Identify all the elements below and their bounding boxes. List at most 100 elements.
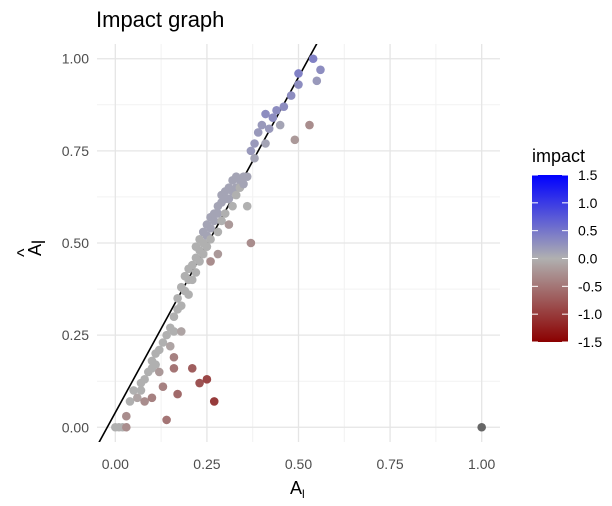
scatter-point xyxy=(184,290,193,299)
scatter-point xyxy=(305,120,314,130)
scatter-point xyxy=(133,393,142,403)
legend-tick-label: -1.0 xyxy=(578,306,602,322)
y-tick-label: 0.00 xyxy=(62,419,89,435)
x-axis-title-subscript: l xyxy=(302,487,305,501)
scatter-point xyxy=(169,327,179,336)
x-tick-label: 1.00 xyxy=(468,456,495,472)
scatter-point xyxy=(224,220,234,229)
scatter-point xyxy=(122,411,131,421)
scatter-point xyxy=(213,209,223,218)
x-tick-label: 0.50 xyxy=(285,456,312,472)
scatter-point xyxy=(176,301,186,310)
scatter-point xyxy=(286,91,296,100)
scatter-point xyxy=(206,235,215,244)
scatter-point xyxy=(312,76,322,86)
scatter-point xyxy=(187,260,197,270)
scatter-point xyxy=(176,327,186,336)
scatter-point xyxy=(213,249,223,259)
scatter-point xyxy=(162,415,171,425)
scatter-point xyxy=(169,312,179,322)
scatter-point xyxy=(477,422,486,432)
x-axis-title-main: A xyxy=(290,478,302,498)
scatter-point xyxy=(246,238,256,248)
scatter-point xyxy=(151,360,160,369)
x-tick-label: 0.00 xyxy=(102,456,129,472)
legend-tick-label: -0.5 xyxy=(578,278,602,294)
scatter-point xyxy=(195,378,204,388)
scatter-point xyxy=(136,386,146,395)
scatter-point xyxy=(198,249,208,259)
y-tick-label: 1.00 xyxy=(62,51,89,67)
scatter-point xyxy=(217,216,226,226)
y-tick-labels: 0.00 0.25 0.50 0.75 1.00 xyxy=(62,51,89,436)
legend-tick-label: 1.0 xyxy=(578,195,598,211)
x-tick-label: 0.25 xyxy=(193,456,220,472)
legend-tick-label: 0.5 xyxy=(578,223,598,239)
scatter-point xyxy=(140,375,149,384)
y-tick-label: 0.50 xyxy=(62,235,89,251)
scatter-point xyxy=(209,216,219,226)
scatter-point xyxy=(261,109,270,119)
scatter-point xyxy=(279,102,289,111)
scatter-point xyxy=(173,389,182,399)
chart-title: Impact graph xyxy=(96,7,224,32)
scatter-point xyxy=(272,106,281,115)
scatter-point xyxy=(187,363,197,373)
scatter-point xyxy=(250,139,259,148)
y-tick-label: 0.25 xyxy=(62,327,89,343)
scatter-point xyxy=(173,293,182,303)
scatter-point xyxy=(228,201,237,211)
scatter-point xyxy=(231,190,241,200)
scatter-point xyxy=(294,69,303,78)
scatter-point xyxy=(125,397,135,406)
scatter-point xyxy=(253,128,263,137)
legend-tick-label: 0.0 xyxy=(578,251,598,267)
y-axis-title-accent: ^ xyxy=(14,248,34,257)
scatter-point xyxy=(213,227,223,237)
scatter-point xyxy=(165,341,175,351)
scatter-point xyxy=(206,223,215,233)
scatter-point xyxy=(158,338,168,347)
scatter-point xyxy=(129,386,138,395)
scatter-point xyxy=(202,242,212,251)
x-tick-labels: 0.00 0.25 0.50 0.75 1.00 xyxy=(102,456,496,472)
scatter-point xyxy=(206,257,215,266)
scatter-point xyxy=(316,65,325,75)
scatter-point xyxy=(191,268,201,277)
scatter-points xyxy=(111,54,486,432)
scatter-point xyxy=(147,393,157,403)
x-tick-label: 0.75 xyxy=(376,456,403,472)
y-axis-title: A ^ l xyxy=(14,240,49,257)
scatter-point xyxy=(187,275,197,285)
scatter-point xyxy=(220,209,230,218)
scatter-point xyxy=(268,113,278,123)
legend-ticks: 1.5 1.0 0.5 0.0 -0.5 -1.0 -1.5 xyxy=(532,167,602,350)
scatter-point xyxy=(290,135,300,145)
legend-tick-label: 1.5 xyxy=(578,167,598,183)
scatter-point xyxy=(242,172,252,181)
scatter-point xyxy=(239,179,248,189)
scatter-point xyxy=(209,397,219,406)
scatter-point xyxy=(257,120,267,130)
scatter-point xyxy=(294,80,303,89)
scatter-point xyxy=(140,397,149,406)
scatter-point xyxy=(154,345,164,355)
scatter-point xyxy=(275,120,285,130)
x-axis-title: Al xyxy=(290,478,305,501)
scatter-point xyxy=(246,146,256,156)
scatter-point xyxy=(264,124,274,134)
scatter-point xyxy=(154,367,164,377)
scatter-point xyxy=(158,382,168,392)
y-tick-label: 0.75 xyxy=(62,143,89,159)
legend: impact 1.5 1.0 0.5 0.0 -0.5 -1.0 -1.5 xyxy=(532,146,602,350)
scatter-point xyxy=(202,375,212,384)
scatter-point xyxy=(162,330,171,340)
scatter-point xyxy=(169,363,179,373)
grid xyxy=(97,44,500,442)
scatter-point xyxy=(250,153,259,163)
scatter-point xyxy=(195,257,204,266)
legend-title: impact xyxy=(532,146,585,166)
y-axis-title-subscript: l xyxy=(29,240,49,244)
scatter-point xyxy=(242,201,252,211)
